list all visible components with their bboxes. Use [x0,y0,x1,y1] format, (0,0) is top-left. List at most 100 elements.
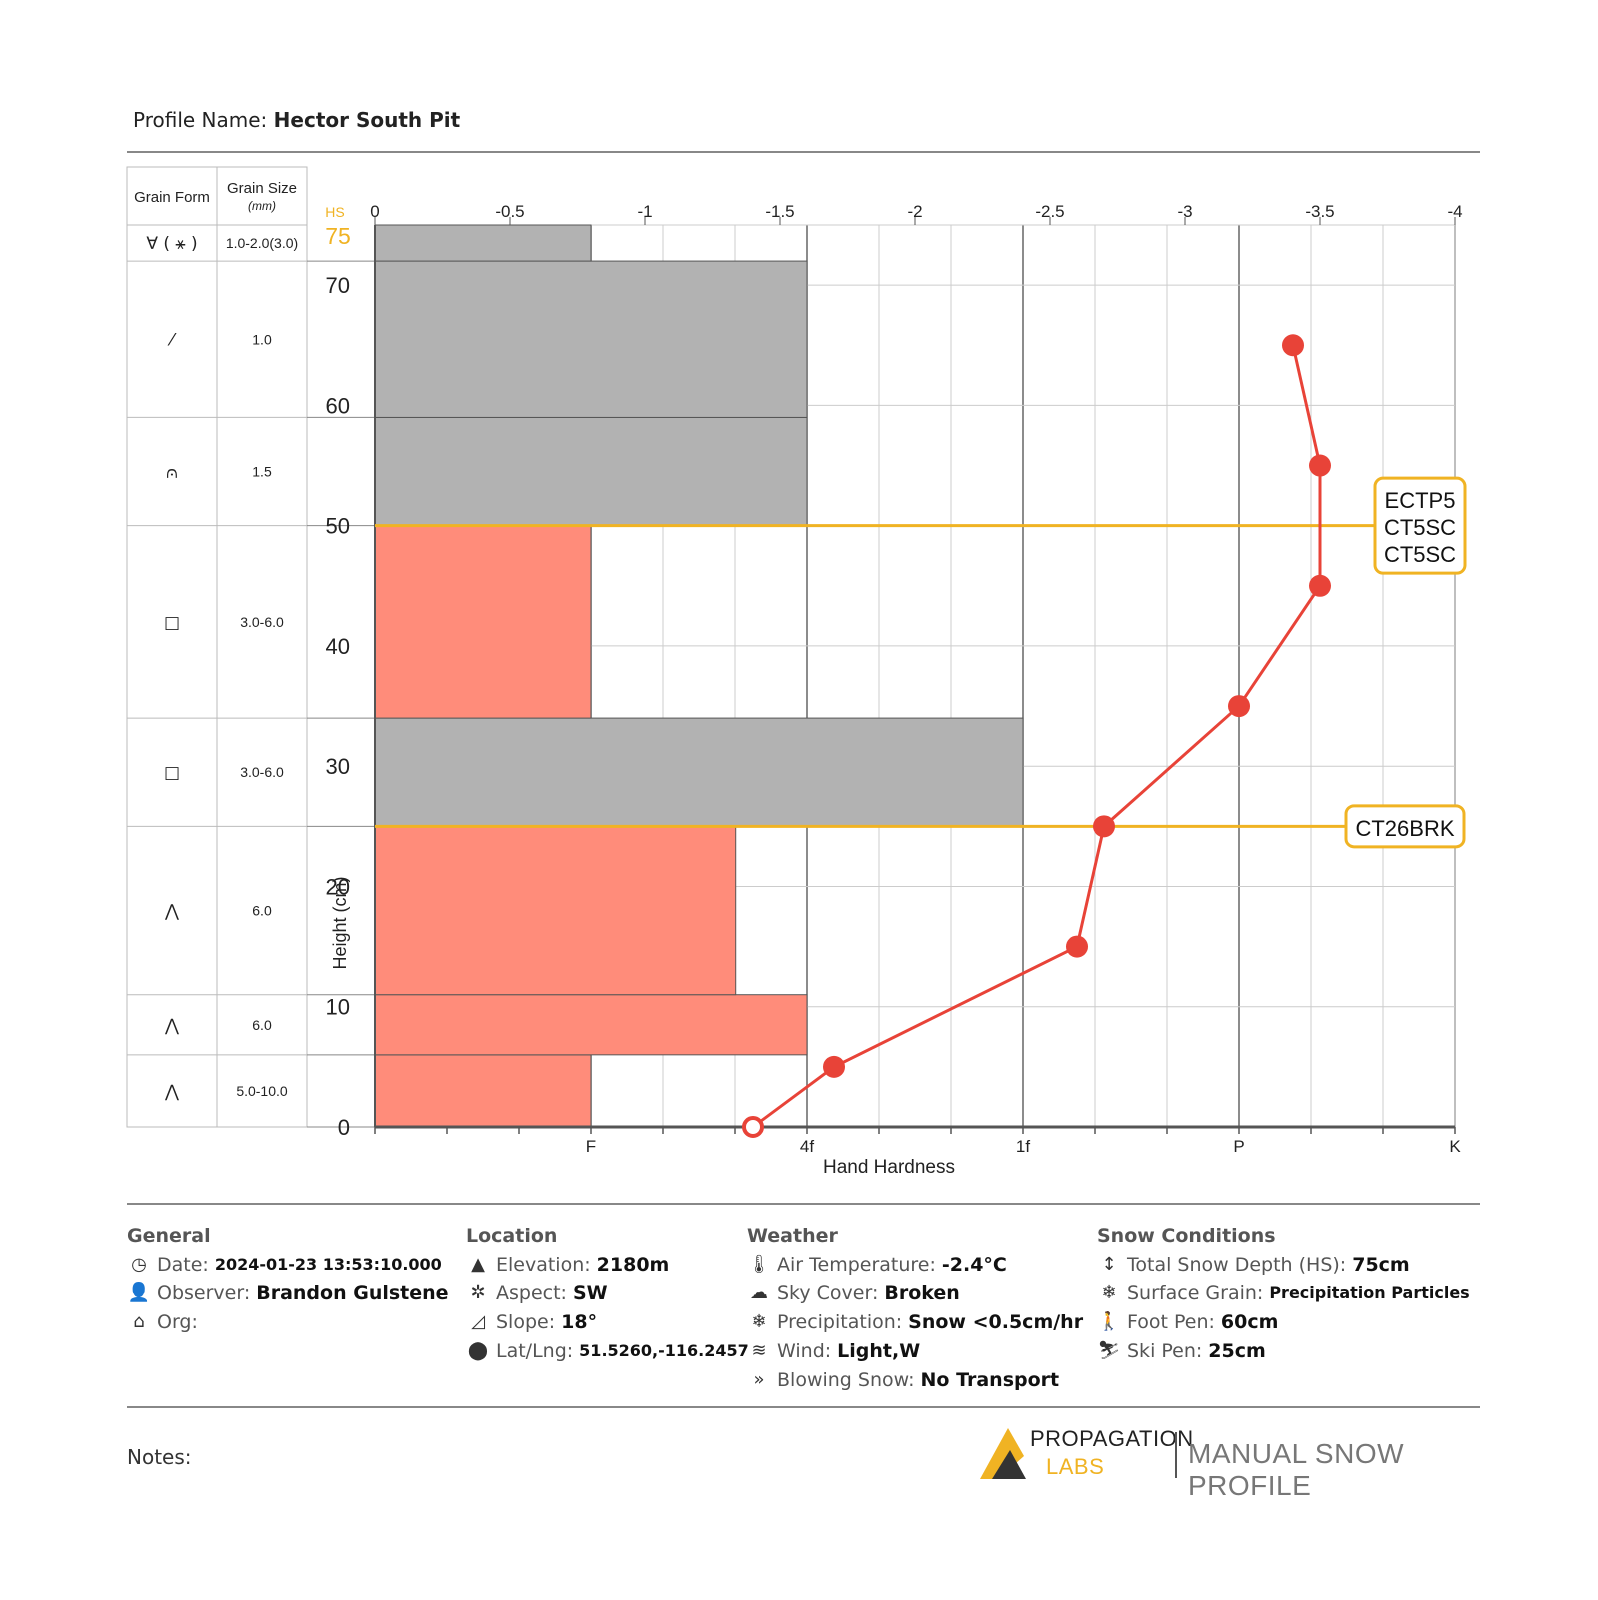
grain-form-symbol: ⋀ [164,902,179,922]
grain-size-value: 1.0-2.0(3.0) [226,235,298,251]
profile-name-label: Profile Name: [133,108,268,132]
y-axis-tick-label: 0 [338,1115,350,1140]
info-row: ✲ Aspect: SW [466,1279,749,1308]
ski-pen-icon: ⛷ [1097,1339,1121,1361]
info-row: ⬤ Lat/Lng: 51.5260,-116.2457 [466,1337,749,1366]
aspect-icon: ✲ [470,1282,486,1304]
y-axis-tick-label: 60 [326,393,350,418]
info-value: 51.5260,-116.2457 [579,1340,749,1360]
footer-divider [127,1406,1480,1408]
temperature-point [1282,334,1304,357]
stability-test-result: ECTP5 [1385,488,1456,513]
info-row: 🌡 Air Temperature: -2.4°C [747,1251,1083,1280]
grain-size-unit: (mm) [248,199,276,213]
slope-icon: ◿ [471,1311,485,1333]
grain-size-value: 1.5 [252,464,272,480]
snow-conditions-section: Snow Conditions ↕ Total Snow Depth (HS): 75… [1097,1222,1470,1366]
temperature-point [1093,815,1115,838]
grain-form-symbol: ∀ ( ⚹ ) [146,234,197,254]
x-axis-label: Hand Hardness [823,1157,955,1178]
info-value: Broken [884,1282,960,1305]
info-label: Org: [157,1311,198,1334]
profile-name: Profile Name: Hector South Pit [133,108,460,132]
brand-name-line2: LABS [1046,1454,1105,1479]
info-label: Total Snow Depth (HS): [1127,1253,1347,1276]
weather-section: Weather 🌡 Air Temperature: -2.4°C ☁ Sky Cover… [747,1222,1083,1394]
grain-size-value: 3.0-6.0 [240,764,284,780]
hs-label: HS [325,204,344,220]
general-title: General [127,1225,211,1247]
temperature-point [1228,695,1250,718]
top-axis-tick-label: 0 [370,202,379,221]
info-row: ❄ Surface Grain: Precipitation Particles [1097,1279,1470,1308]
info-value: Precipitation Particles [1269,1283,1470,1303]
info-label: Aspect: [496,1282,567,1305]
info-value: 2180m [596,1253,670,1276]
top-axis-tick-label: -3.5 [1305,202,1334,221]
grain-size-value: 3.0-6.0 [240,614,284,630]
info-label: Surface Grain: [1127,1282,1264,1305]
depth-icon: ↕ [1101,1253,1117,1275]
info-row: ▲ Elevation: 2180m [466,1251,749,1280]
info-value: 18° [561,1311,598,1334]
hardness-bar [374,825,737,996]
location-title: Location [466,1225,558,1247]
y-axis-tick-label: 70 [326,273,350,298]
y-axis-tick-label: 50 [326,514,350,539]
hardness-bar [374,994,808,1056]
grain-form-symbol: ⩀ [166,463,178,483]
info-row: ❄ Precipitation: Snow <0.5cm/hr [747,1308,1083,1337]
y-axis-tick-label: 10 [326,995,350,1020]
temperature-profile [742,334,1331,1138]
hardness-tick-label: P [1233,1137,1244,1156]
propagation-labs-logo-icon [980,1428,1026,1479]
location-section: Location ▲ Elevation: 2180m ✲ Aspect: SW ◿ Slope… [466,1222,749,1366]
y-axis-tick-label: 40 [326,634,350,659]
brand-tagline: MANUAL SNOW PROFILE [1188,1438,1405,1501]
clock-icon: ◷ [131,1253,147,1275]
hardness-bar [374,260,808,418]
brand-separator [1175,1432,1177,1478]
stability-test-result: CT26BRK [1355,816,1454,841]
info-value: 60cm [1220,1311,1279,1334]
top-axis-tick-label: -2 [907,202,922,221]
hardness-bar [374,416,808,527]
info-label: Lat/Lng: [496,1339,574,1362]
mountain-icon: ▲ [471,1253,485,1275]
stability-test-result: CT5SC [1384,542,1456,567]
temperature-point [1309,454,1331,477]
grain-size-value: 5.0-10.0 [236,1083,288,1099]
info-label: Observer: [157,1282,251,1305]
info-value: SW [572,1282,608,1305]
home-icon: ⌂ [133,1311,145,1333]
pin-icon: ⬤ [467,1339,489,1361]
y-axis-tick-label: 30 [326,754,350,779]
grain-size-header: Grain Size [227,180,297,197]
info-row: ↕ Total Snow Depth (HS): 75cm [1097,1251,1470,1280]
snowflake-icon: ❄ [751,1311,767,1333]
grain-form-symbol: ⋀ [164,1016,179,1036]
grain-size-value: 1.0 [252,331,272,347]
wind-icon: ≋ [751,1339,767,1361]
grain-table: Grain Form Grain Size (mm) ⋀ 5.0-10.0 ⋀ 6.0 ⋀ 6.… [126,166,375,1128]
y-axis-tick-label: 20 [326,874,350,899]
info-row: ☁ Sky Cover: Broken [747,1279,1083,1308]
hardness-tick-label: K [1449,1137,1461,1156]
hardness-bar [374,1054,592,1128]
top-axis-tick-label: -2.5 [1035,202,1064,221]
axes: 0 -0.5 -1 -1.5 -2 -2.5 -3 -3.5 -4 0 10 20 30 40 50 60 70… [325,202,1462,1178]
hardness-tick-label: 4f [800,1137,814,1156]
info-row: ◷ Date: 2024-01-23 13:53:10.000 [127,1251,449,1280]
hardness-bars [374,224,1024,1128]
info-value: 2024-01-23 13:53:10.000 [214,1254,442,1274]
temperature-point [1309,574,1331,597]
general-section: General ◷ Date: 2024-01-23 13:53:10.000 👤 Obs… [127,1222,449,1337]
info-label: Precipitation: [777,1311,903,1334]
grain-form-symbol: □ [164,763,180,783]
user-icon: 👤 [127,1282,151,1304]
info-value: 25cm [1208,1339,1266,1362]
info-label: Foot Pen: [1127,1311,1215,1334]
hardness-bar [374,224,592,262]
grain-form-symbol: □ [164,613,180,633]
